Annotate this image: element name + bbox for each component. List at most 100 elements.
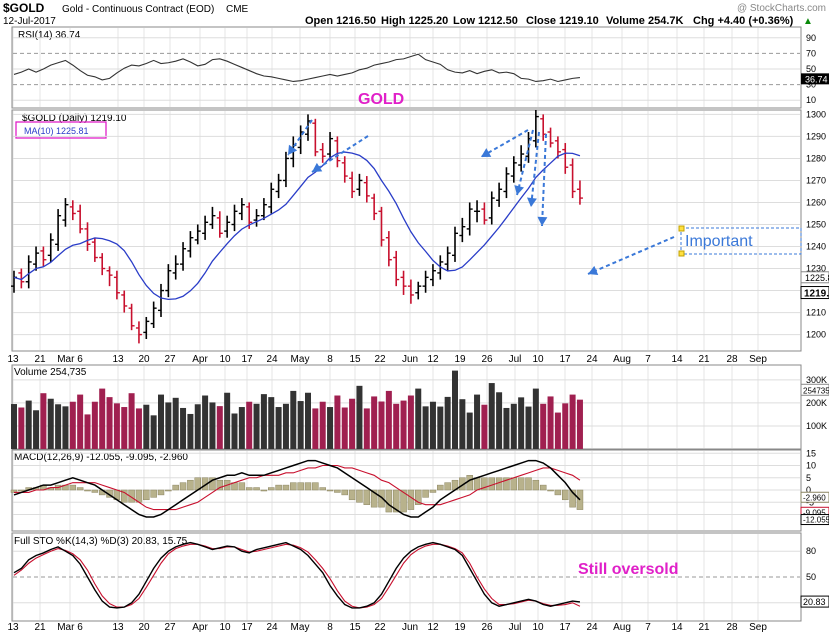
macd-histogram-bar [400, 489, 407, 513]
volume-bar [128, 393, 135, 449]
rsi-legend: RSI(14) 36.74 [18, 30, 81, 41]
important-zone-handle-top [678, 225, 685, 232]
bottom-x-label: 24 [266, 622, 278, 632]
macd-histogram-bar [245, 487, 253, 491]
volume-bar [40, 393, 47, 449]
volume-last-value: 254735 [803, 386, 829, 395]
change-up-arrow-icon: ▲ [803, 16, 813, 27]
bottom-x-label: 13 [112, 622, 124, 632]
macd-histogram-bar [525, 477, 532, 491]
macd-legend: MACD(12,26,9) -12.055, -9.095, -2.960 [14, 452, 188, 463]
volume-bar [415, 388, 422, 449]
volume-bar [576, 399, 583, 449]
price-x-label: 26 [481, 354, 493, 365]
macd-histogram-bar [370, 489, 378, 508]
volume-bar [55, 404, 62, 449]
arrow-head-icon [537, 216, 548, 226]
dashed-arrow-line [530, 131, 540, 208]
panel-frames [11, 26, 802, 622]
macd-value-label: -12.055 [803, 516, 829, 525]
ma-legend-box [15, 121, 107, 139]
bottom-x-label: Sep [749, 622, 767, 632]
volume-bar [260, 394, 267, 449]
volume-bar [562, 403, 569, 449]
price-x-label: Apr [192, 354, 208, 365]
price-x-label: 7 [645, 354, 651, 365]
macd-histogram-bar [473, 477, 481, 491]
price-tick-label: 1200 [806, 330, 826, 340]
bottom-x-label: 15 [349, 622, 361, 632]
bottom-x-label: 24 [586, 622, 598, 632]
macd-histogram-bar [157, 489, 165, 496]
macd-histogram-bar [562, 489, 569, 501]
watermark: @ StockCharts.com [737, 3, 826, 14]
chart-exchange: CME [226, 4, 249, 15]
macd-tick-label: 5 [806, 473, 811, 483]
volume-bar [180, 407, 187, 449]
macd-histogram-bar [282, 484, 290, 491]
price-x-label: 10 [219, 354, 231, 365]
volume-bar [422, 406, 429, 449]
volume-bar [209, 402, 216, 449]
bottom-x-label: 14 [671, 622, 683, 632]
chart-instrument-name: Gold - Continuous Contract (EOD) [62, 4, 214, 15]
macd-tick-label: 15 [806, 448, 816, 458]
arrow-head-icon [588, 265, 599, 276]
important-zone [680, 227, 802, 255]
macd-layer: MACD(12,26,9) -12.055, -9.095, -2.960 15… [10, 448, 829, 526]
volume-bar [282, 403, 289, 449]
macd-histogram-bar [209, 477, 216, 491]
volume-bar [407, 395, 414, 449]
volume-bar [290, 390, 297, 449]
volume-bar [378, 401, 385, 449]
volume-bar [113, 403, 120, 449]
macd-histogram-bar [84, 489, 91, 492]
volume-bar [356, 385, 363, 449]
volume-bar [532, 388, 539, 449]
bottom-x-label: 10 [532, 622, 544, 632]
price-x-label: 27 [164, 354, 176, 365]
arrow-head-icon [288, 144, 298, 155]
price-x-label: 8 [327, 354, 333, 365]
macd-histogram-bar [539, 484, 547, 491]
price-x-label: 21 [34, 354, 46, 365]
volume-bar [246, 401, 253, 449]
ohlc-low: Low 1212.50 [453, 15, 518, 27]
sto-k-line [13, 541, 581, 609]
price-x-label: 28 [726, 354, 738, 365]
volume-bar [569, 394, 576, 449]
volume-bar [319, 401, 326, 449]
volume-bar [525, 406, 532, 449]
rsi-tick-label: 70 [806, 48, 816, 58]
price-layer: $GOLD (Daily) 1219.10 MA(10) 1225.81 130… [11, 109, 829, 344]
rsi-last-value: 36.74 [805, 74, 828, 84]
macd-histogram-bar [341, 489, 348, 496]
price-x-label: May [291, 354, 310, 365]
macd-histogram-bar [466, 475, 473, 491]
volume-bar [540, 403, 547, 449]
bottom-x-label: Aug [613, 622, 631, 632]
macd-histogram-bar [297, 482, 304, 491]
ohlc-close: Close 1219.10 [526, 15, 599, 27]
macd-histogram-bar [326, 489, 334, 492]
macd-line [13, 459, 581, 518]
volume-bar [327, 407, 334, 449]
volume-bar [371, 396, 378, 449]
important-zone-handle-bottom [678, 250, 685, 257]
volume-bar [91, 401, 98, 449]
price-x-label: 20 [138, 354, 150, 365]
bottom-x-label: 13 [7, 622, 19, 632]
macd-value-box [800, 491, 829, 503]
macd-histogram-bar [121, 489, 128, 503]
macd-histogram-bar [179, 482, 187, 491]
rsi-last-value-box [801, 73, 829, 85]
macd-histogram-bar [547, 489, 554, 492]
annotation-important: Important [685, 233, 753, 250]
price-tick-label: 1210 [806, 308, 826, 318]
bottom-x-label: 7 [645, 622, 651, 632]
volume-bar [363, 408, 370, 449]
volume-legend: Volume 254,735 [14, 367, 87, 378]
bottom-x-label: 20 [138, 622, 150, 632]
macd-histogram-bar [356, 489, 363, 503]
